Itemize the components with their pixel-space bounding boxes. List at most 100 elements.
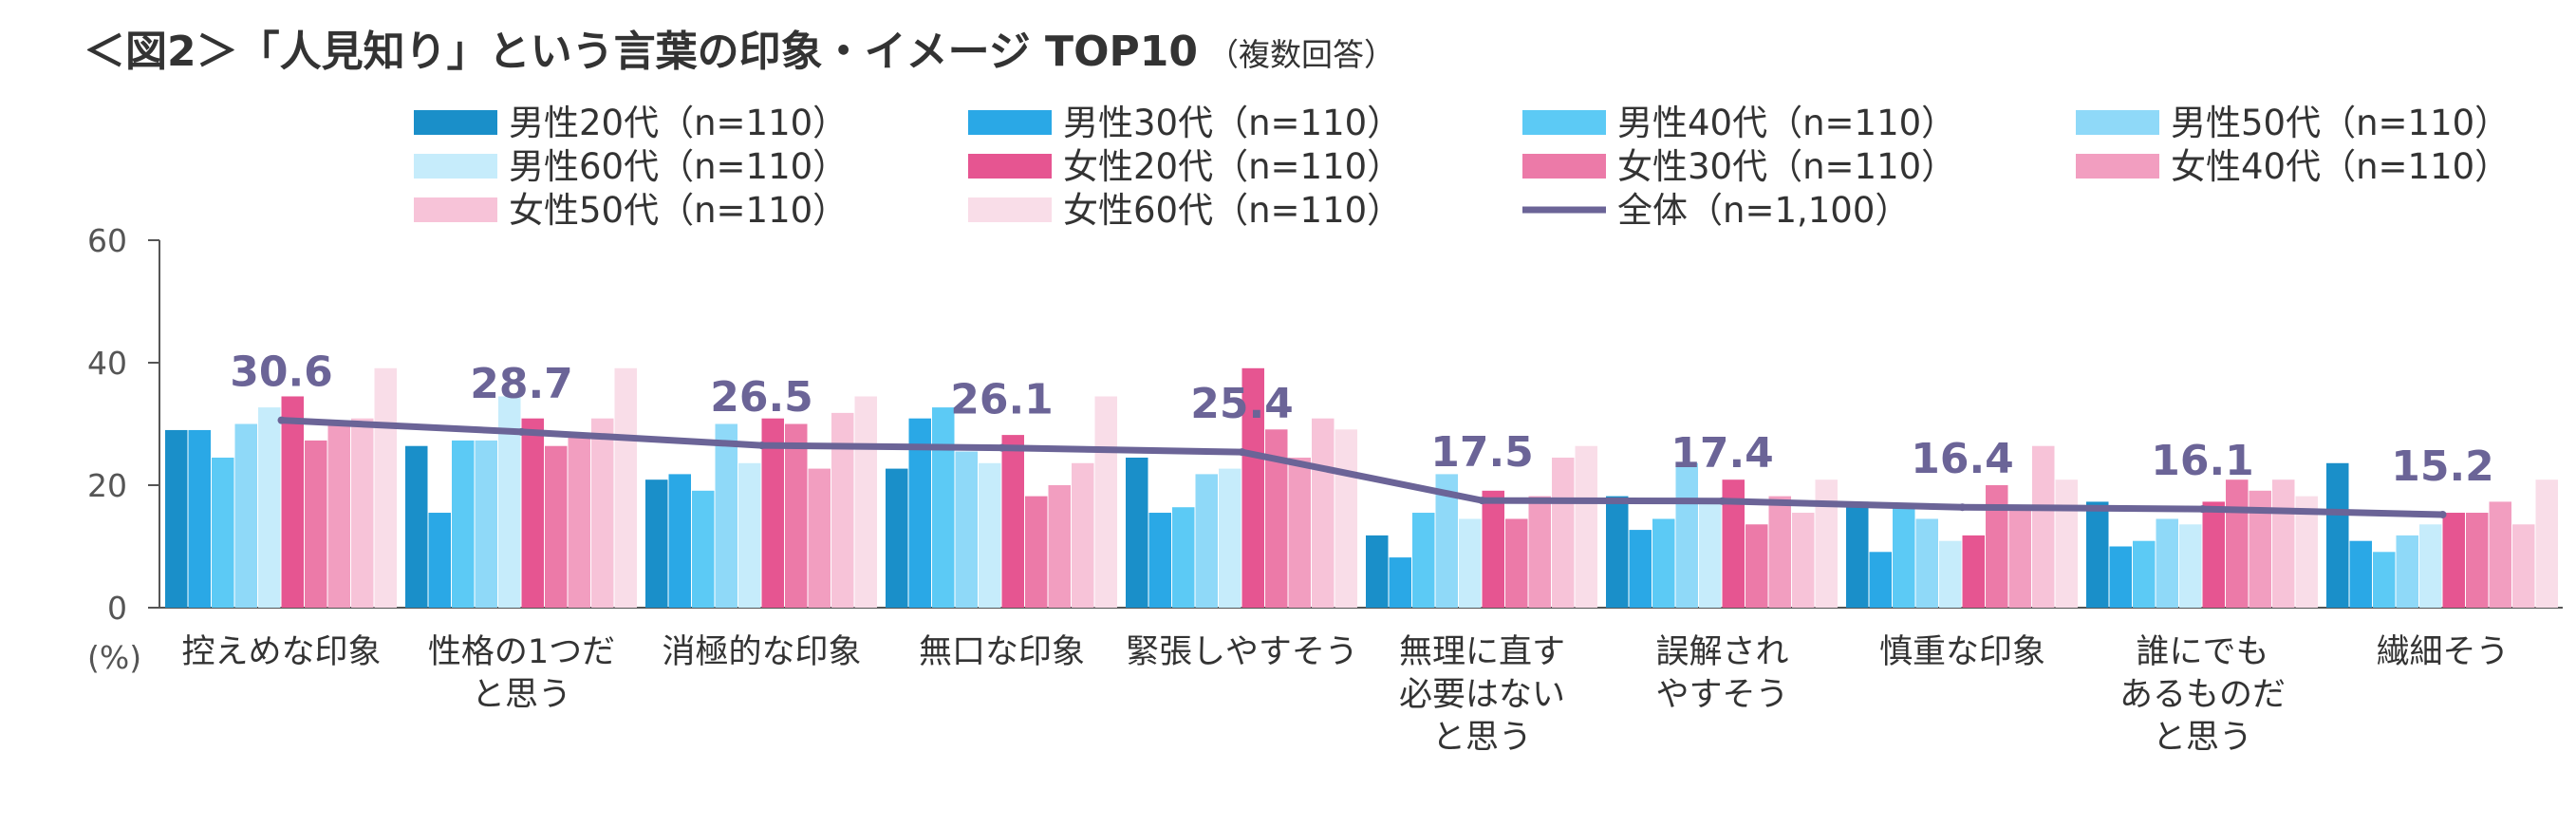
bar [327, 423, 350, 608]
bar [715, 423, 737, 608]
bar [1459, 518, 1482, 608]
total-data-label: 26.5 [710, 373, 813, 422]
category-label-line: と思う [1432, 719, 1532, 757]
category-label-line: と思う [2153, 719, 2252, 757]
bar [2086, 501, 2109, 608]
bar [854, 396, 877, 608]
bar [1126, 457, 1148, 608]
bar [2032, 445, 2055, 608]
category-group [1606, 462, 1838, 608]
bar [2008, 507, 2031, 608]
legend-item: 女性30代（n=110） [1522, 146, 1956, 187]
total-data-label: 30.6 [230, 348, 333, 397]
total-line-group: 30.6 28.7 26.5 26.1 25.4 17.5 17.4 16.4 16.1 15.2 [230, 348, 2494, 518]
bar [2055, 479, 2078, 608]
category-label: 繊細そう [2376, 633, 2509, 671]
legend-item: 男性50代（n=110） [2076, 103, 2510, 143]
total-line-point [1238, 448, 1246, 457]
bar [955, 451, 978, 608]
bar [405, 445, 428, 608]
bar [568, 435, 590, 608]
category-group [645, 396, 877, 608]
bar [2226, 479, 2249, 608]
bar [1312, 418, 1335, 608]
bar [979, 462, 1001, 608]
bar [475, 440, 497, 608]
bar [2419, 524, 2442, 608]
bar [1986, 485, 2008, 608]
total-line [281, 417, 2443, 518]
bar [2133, 540, 2156, 608]
category-group [1846, 445, 2078, 608]
total-line-point [517, 427, 526, 436]
bar [1505, 518, 1528, 608]
bar [1094, 396, 1117, 608]
y-tick-label: 0 [107, 590, 127, 627]
legend-swatch [414, 154, 497, 179]
total-line-point [1958, 503, 1967, 512]
legend-item: 女性50代（n=110） [414, 190, 848, 231]
bar [521, 418, 544, 608]
bar [1745, 524, 1768, 608]
legend-item: 男性40代（n=110） [1522, 103, 1956, 143]
legend-item: 男性60代（n=110） [414, 146, 848, 187]
bar [1025, 496, 1048, 608]
bar [932, 407, 955, 608]
category-label: 性格の1つだと思う [428, 633, 615, 714]
bar [1195, 474, 1218, 608]
bar [738, 462, 761, 608]
legend-label: 女性40代（n=110） [2171, 146, 2510, 187]
bar [1869, 552, 1892, 608]
bar [2295, 496, 2318, 608]
bar [234, 423, 257, 608]
bar [1265, 429, 1288, 608]
legend-swatch [1522, 154, 1606, 179]
bar [2272, 479, 2295, 608]
total-line-point [2198, 505, 2207, 514]
category-label-line: 消極的な印象 [662, 633, 861, 671]
category-label: 緊張しやすそう [1126, 633, 1358, 671]
bar [2202, 501, 2225, 608]
bar [1366, 535, 1389, 608]
chart-title-row: ＜図2＞「人見知り」という言葉の印象・イメージ TOP10 （複数回答） [84, 17, 1395, 78]
bar [2489, 501, 2511, 608]
bar [1652, 518, 1675, 608]
bar [1768, 496, 1791, 608]
total-data-label: 15.2 [2391, 442, 2494, 491]
legend-item: 男性30代（n=110） [968, 103, 1402, 143]
category-label-line: 繊細そう [2376, 633, 2509, 671]
bar [908, 418, 931, 608]
bar [1552, 457, 1575, 608]
total-data-label: 16.4 [1911, 435, 2014, 483]
bar [1962, 535, 1985, 608]
bar [692, 490, 715, 608]
category-label-line: 誰にでも [2136, 633, 2268, 671]
bar [2109, 546, 2132, 608]
y-tick-label: 60 [87, 222, 127, 259]
legend-item: 女性60代（n=110） [968, 190, 1402, 231]
category-label-line: 必要はない [1399, 676, 1565, 714]
bar [1846, 501, 1869, 608]
legend-label: 男性30代（n=110） [1063, 103, 1402, 143]
bar [591, 418, 614, 608]
bar [785, 423, 808, 608]
bar [1288, 457, 1311, 608]
bar [645, 479, 668, 608]
bar [1412, 513, 1435, 608]
category-label-line: 緊張しやすそう [1126, 633, 1358, 671]
bar [668, 474, 691, 608]
bar [1219, 468, 1241, 608]
bar [498, 396, 521, 608]
chart-title: ＜図2＞「人見知り」という言葉の印象・イメージ TOP10 [84, 28, 1198, 76]
bar [428, 513, 451, 608]
bar [1699, 501, 1722, 608]
bar [1792, 513, 1815, 608]
legend-item: 女性40代（n=110） [2076, 146, 2510, 187]
bar [165, 429, 188, 608]
bar [2466, 513, 2489, 608]
legend-swatch [1522, 110, 1606, 135]
bar [1482, 490, 1504, 608]
category-label: 誤解されやすそう [1655, 633, 1788, 714]
legend-swatch [414, 197, 497, 222]
legend-label: 女性50代（n=110） [509, 190, 848, 231]
